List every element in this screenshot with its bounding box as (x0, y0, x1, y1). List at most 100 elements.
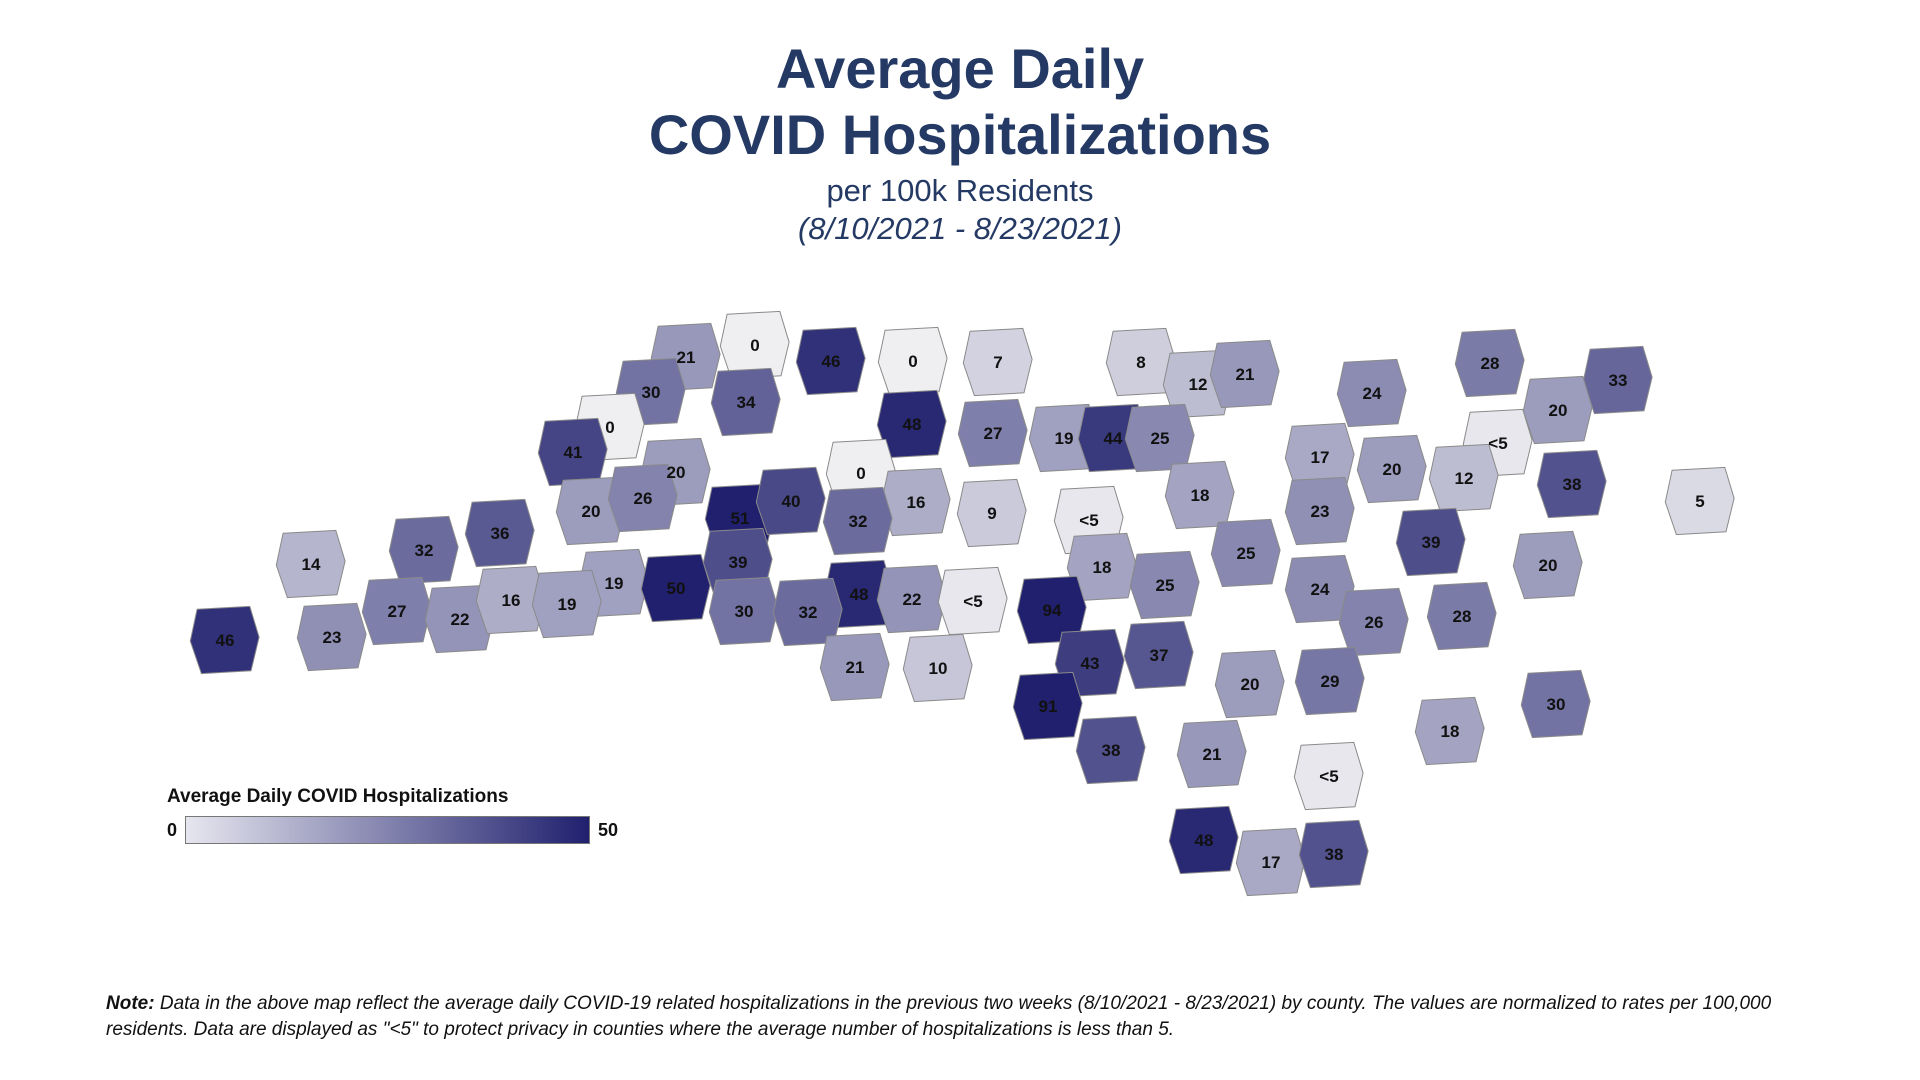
county-value-label: 23 (323, 628, 342, 647)
county-shape (361, 576, 432, 646)
county-value-label: 25 (1151, 429, 1170, 448)
county-value-label: 19 (1055, 429, 1074, 448)
county-shape (1012, 671, 1083, 741)
county-value-label: 0 (908, 352, 917, 371)
county-value-label: 0 (856, 464, 865, 483)
county-shape (1520, 669, 1591, 739)
county-shape (819, 632, 890, 702)
county-value-label: 50 (667, 579, 686, 598)
county-shape (531, 569, 602, 639)
county-shape (902, 633, 973, 703)
county-shape (1426, 581, 1497, 651)
legend-title: Average Daily COVID Hospitalizations (167, 786, 509, 807)
county-value-label: <5 (963, 592, 982, 611)
county-value-label: 39 (729, 553, 748, 572)
county-value-label: 25 (1156, 576, 1175, 595)
county-value-label: 18 (1093, 558, 1112, 577)
county-value-label: 30 (735, 602, 754, 621)
county-shape (640, 553, 711, 623)
county-value-label: 22 (903, 590, 922, 609)
county-shape (822, 486, 893, 556)
county-shape (1293, 741, 1364, 811)
county-shape (962, 327, 1033, 397)
county-value-label: 22 (451, 610, 470, 629)
county-shape (189, 605, 260, 675)
county-value-label: 51 (731, 509, 750, 528)
county-value-label: 20 (667, 463, 686, 482)
county-value-label: 29 (1321, 672, 1340, 691)
county-shape (1336, 358, 1407, 428)
county-shape (710, 367, 781, 437)
county-value-label: 20 (1241, 675, 1260, 694)
county-shape (1123, 620, 1194, 690)
county-value-label: 38 (1325, 845, 1344, 864)
county-shape (1356, 434, 1427, 504)
county-value-label: 20 (1549, 401, 1568, 420)
county-value-label: 37 (1150, 646, 1169, 665)
county-value-label: 24 (1363, 384, 1382, 403)
county-value-label: 41 (564, 443, 583, 462)
county-value-label: 28 (1481, 354, 1500, 373)
county-value-label: 21 (1236, 365, 1255, 384)
county-value-label: 16 (502, 591, 521, 610)
county-value-label: 17 (1311, 448, 1330, 467)
county-shape (1129, 550, 1200, 620)
title-line-2: COVID Hospitalizations (648, 103, 1272, 166)
county-value-label: 12 (1189, 375, 1208, 394)
county-value-label: 24 (1311, 580, 1330, 599)
county-value-label: 40 (782, 492, 801, 511)
county-value-label: 46 (216, 631, 235, 650)
county-value-label: 20 (1383, 460, 1402, 479)
county-shape (1664, 466, 1735, 536)
county-value-label: <5 (1319, 767, 1338, 786)
footnote-label: Note: (106, 993, 155, 1014)
county-value-label: 7 (993, 353, 1002, 372)
county-value-label: 38 (1102, 741, 1121, 760)
county-value-label: 21 (677, 348, 696, 367)
county-value-label: 26 (634, 489, 653, 508)
county-value-label: 19 (558, 595, 577, 614)
county-value-label: 16 (907, 493, 926, 512)
county-shape (719, 310, 790, 380)
county-value-label: <5 (1079, 511, 1098, 530)
county-shape (1414, 696, 1485, 766)
county-shape (1075, 715, 1146, 785)
county-value-label: 19 (605, 574, 624, 593)
legend: Average Daily COVID Hospitalizations 0 5… (167, 786, 618, 844)
county-value-label: 30 (1547, 695, 1566, 714)
title-line-1: Average Daily (775, 37, 1145, 100)
county-value-label: 21 (846, 658, 865, 677)
county-value-label: 28 (1453, 607, 1472, 626)
county-value-label: 12 (1455, 469, 1474, 488)
county-value-label: 32 (849, 512, 868, 531)
county-shape (937, 566, 1008, 636)
legend-row: 0 50 (167, 816, 618, 844)
county-value-label: 43 (1081, 654, 1100, 673)
counties-layer (189, 310, 1735, 897)
county-shape (1235, 827, 1306, 897)
county-value-label: 23 (1311, 502, 1330, 521)
county-value-label: 30 (642, 383, 661, 402)
county-value-label: 18 (1441, 722, 1460, 741)
county-shape (956, 478, 1027, 548)
county-value-label: 17 (1262, 853, 1281, 872)
county-shape (464, 498, 535, 568)
county-shape (1512, 530, 1583, 600)
county-shape (296, 602, 367, 672)
county-value-label: 44 (1104, 429, 1123, 448)
county-shape (708, 576, 779, 646)
county-shape (957, 398, 1028, 468)
county-value-label: 32 (799, 603, 818, 622)
county-value-label: 48 (850, 585, 869, 604)
county-value-label: 5 (1695, 492, 1704, 511)
county-value-label: 34 (737, 393, 756, 412)
county-shape (1298, 819, 1369, 889)
county-shape (1536, 449, 1607, 519)
county-value-label: <5 (1488, 434, 1507, 453)
county-value-label: 38 (1563, 475, 1582, 494)
county-shape (1210, 518, 1281, 588)
county-shape (607, 463, 678, 533)
county-value-label: 26 (1365, 613, 1384, 632)
county-value-label: 0 (750, 336, 759, 355)
